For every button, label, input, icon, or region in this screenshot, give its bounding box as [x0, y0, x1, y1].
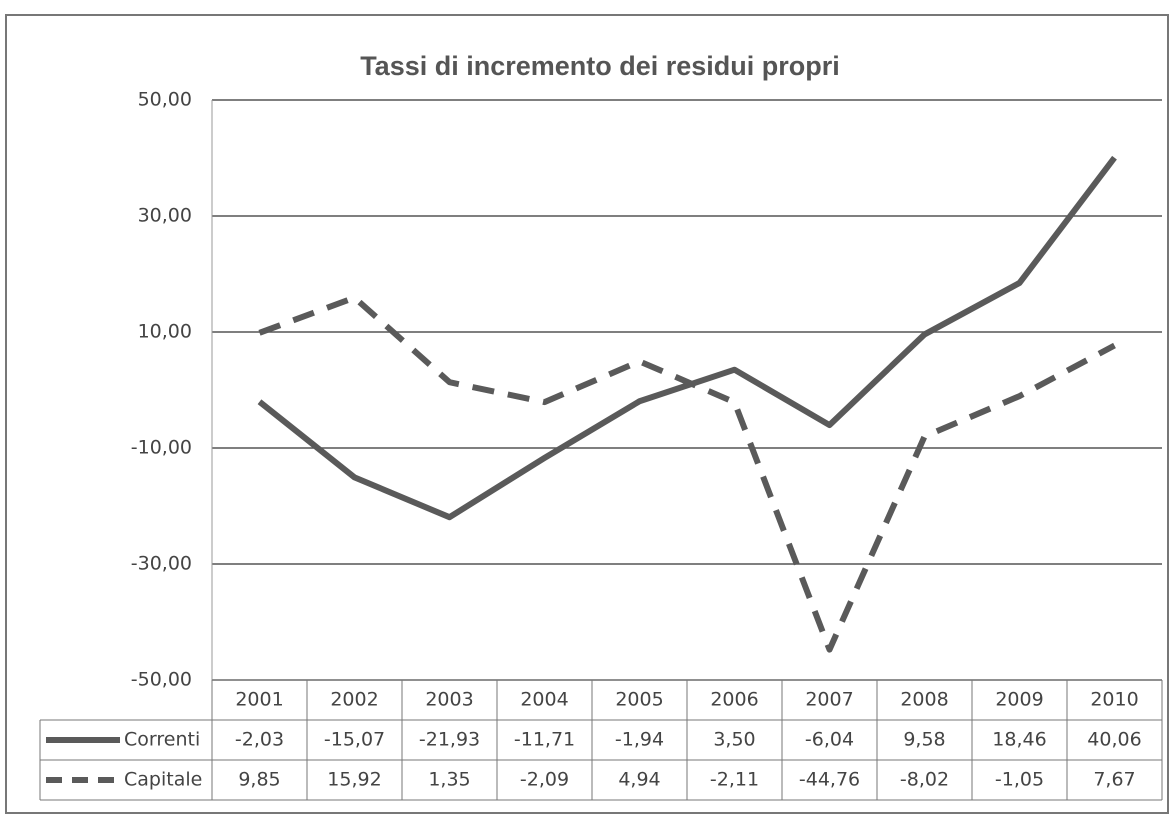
data-label: -2,03	[235, 729, 284, 751]
data-label: 9,58	[903, 729, 945, 751]
chart-border	[5, 14, 1169, 814]
data-label: -6,04	[805, 729, 854, 751]
y-tick-label: -30,00	[131, 553, 192, 575]
y-tick-label: 50,00	[138, 89, 192, 111]
chart-title: Tassi di incremento dei residui propri	[360, 51, 840, 81]
data-label: 3,50	[713, 729, 755, 751]
data-label: 4,94	[618, 769, 660, 791]
x-tick-label: 2006	[710, 689, 758, 711]
data-label: -15,07	[324, 729, 385, 751]
data-label: -21,93	[419, 729, 480, 751]
data-label: 7,67	[1093, 769, 1135, 791]
y-tick-label: 10,00	[138, 321, 192, 343]
data-label: -1,94	[615, 729, 664, 751]
x-tick-label: 2005	[615, 689, 663, 711]
data-label: 18,46	[992, 729, 1046, 751]
data-label: -8,02	[900, 769, 949, 791]
x-tick-label: 2001	[235, 689, 283, 711]
data-label: -11,71	[514, 729, 575, 751]
x-tick-label: 2002	[330, 689, 378, 711]
data-label: 9,85	[238, 769, 280, 791]
y-tick-label: 30,00	[138, 205, 192, 227]
legend-label: Correnti	[124, 729, 200, 751]
y-tick-label: -10,00	[131, 437, 192, 459]
data-label: -2,11	[710, 769, 759, 791]
series-line	[258, 294, 1116, 653]
data-label: 40,06	[1087, 729, 1141, 751]
data-label: 1,35	[428, 769, 470, 791]
data-label: -44,76	[799, 769, 860, 791]
y-tick-label: -50,00	[131, 669, 192, 691]
series-line	[257, 155, 1117, 521]
x-tick-label: 2004	[520, 689, 568, 711]
x-tick-label: 2010	[1090, 689, 1138, 711]
data-label: -1,05	[995, 769, 1044, 791]
x-tick-label: 2009	[995, 689, 1043, 711]
x-tick-label: 2007	[805, 689, 853, 711]
x-tick-label: 2008	[900, 689, 948, 711]
data-label: 15,92	[327, 769, 381, 791]
legend-label: Capitale	[124, 769, 202, 791]
data-label: -2,09	[520, 769, 569, 791]
x-tick-label: 2003	[425, 689, 473, 711]
